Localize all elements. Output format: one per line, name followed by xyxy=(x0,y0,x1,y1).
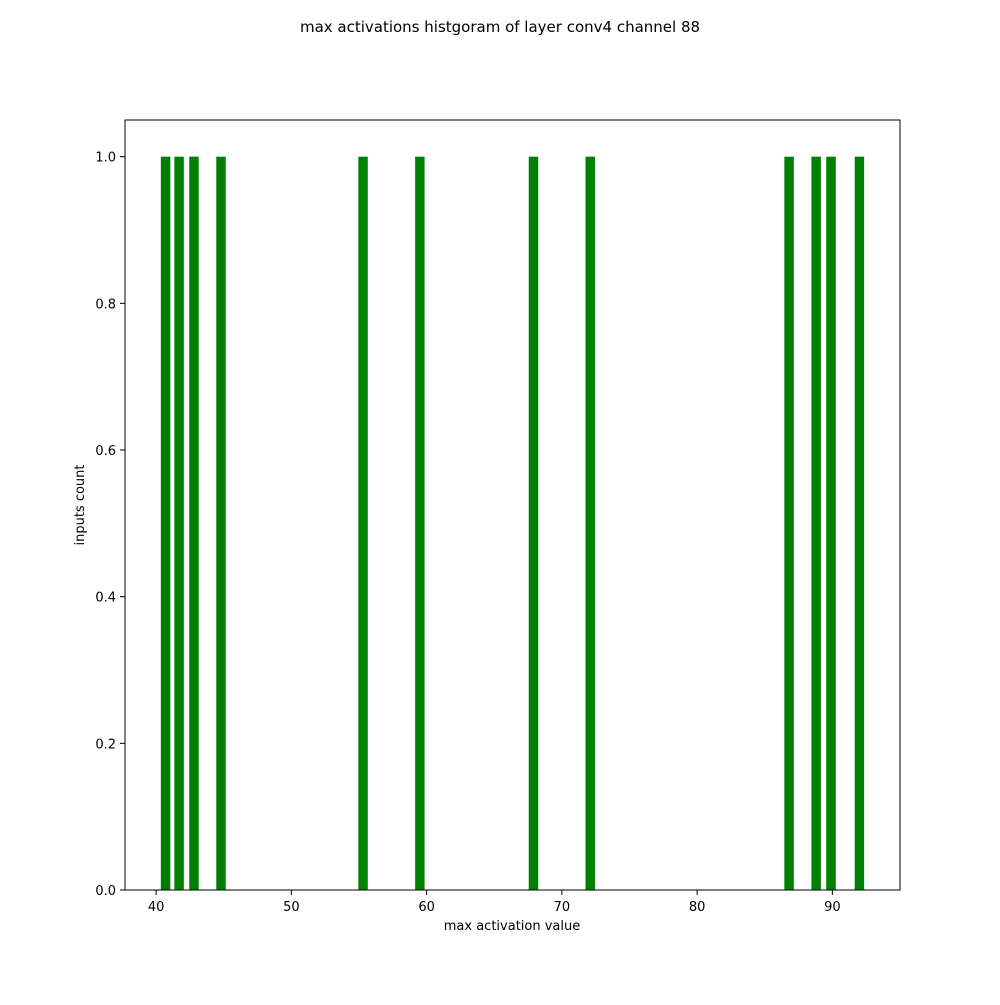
bar-4 xyxy=(358,156,368,890)
bar-9 xyxy=(811,156,821,890)
x-axis-label: max activation value xyxy=(444,919,580,934)
bar-7 xyxy=(585,156,596,890)
y-tick-label-0: 0.0 xyxy=(95,884,116,899)
x-tick-label-3: 70 xyxy=(554,900,571,915)
y-tick-label-2: 0.4 xyxy=(95,591,116,606)
plot-area-frame xyxy=(124,119,901,891)
bars-layer xyxy=(160,156,865,890)
bar-0 xyxy=(160,156,171,890)
chart-title: max activations histgoram of layer conv4… xyxy=(300,18,700,36)
x-tick-label-1: 50 xyxy=(283,900,300,915)
bar-8 xyxy=(784,156,794,890)
x-tick-label-2: 60 xyxy=(418,900,435,915)
y-axis-label: inputs count xyxy=(73,464,88,545)
y-tick-label-1: 0.2 xyxy=(95,737,116,752)
bar-1 xyxy=(174,156,184,890)
bar-3 xyxy=(216,156,226,890)
y-tick-label-5: 1.0 xyxy=(95,151,116,166)
bar-10 xyxy=(826,156,836,890)
bar-11 xyxy=(854,156,865,890)
x-axis: 40 50 60 70 80 90 xyxy=(148,890,841,915)
bar-2 xyxy=(189,156,199,890)
x-tick-label-0: 40 xyxy=(148,900,165,915)
bar-5 xyxy=(415,156,425,890)
y-tick-label-4: 0.8 xyxy=(95,297,116,312)
bar-6 xyxy=(528,156,539,890)
x-tick-label-4: 80 xyxy=(689,900,706,915)
x-tick-label-5: 90 xyxy=(824,900,841,915)
y-axis: 0.0 0.2 0.4 0.6 0.8 1.0 xyxy=(95,151,125,899)
y-tick-label-3: 0.6 xyxy=(95,444,116,459)
